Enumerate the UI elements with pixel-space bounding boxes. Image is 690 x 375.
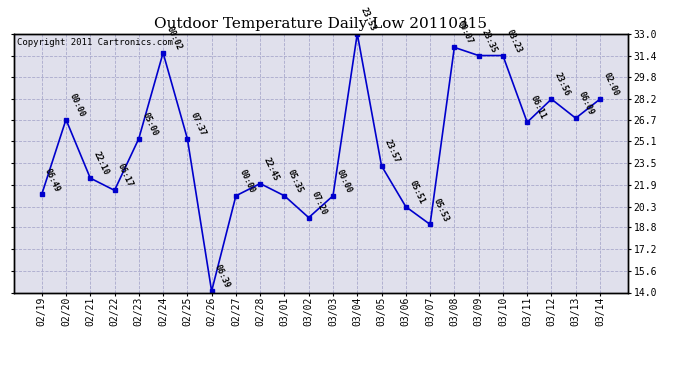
- Text: 00:00: 00:00: [68, 92, 86, 118]
- Text: 05:35: 05:35: [286, 168, 304, 194]
- Text: Copyright 2011 Cartronics.com: Copyright 2011 Cartronics.com: [17, 38, 172, 46]
- Text: 05:00: 05:00: [140, 111, 159, 137]
- Text: 23:35: 23:35: [480, 28, 499, 54]
- Text: 00:02: 00:02: [164, 25, 183, 51]
- Text: 05:51: 05:51: [407, 179, 426, 206]
- Text: 00:00: 00:00: [335, 168, 353, 194]
- Text: 22:45: 22:45: [262, 156, 280, 182]
- Title: Outdoor Temperature Daily Low 20110315: Outdoor Temperature Daily Low 20110315: [155, 17, 487, 31]
- Text: 06:11: 06:11: [529, 94, 547, 121]
- Text: 00:00: 00:00: [237, 168, 256, 194]
- Text: 06:17: 06:17: [116, 162, 135, 189]
- Text: 22:10: 22:10: [92, 150, 110, 177]
- Text: 07:37: 07:37: [189, 111, 208, 137]
- Text: 05:53: 05:53: [431, 196, 450, 223]
- Text: 23:53: 23:53: [359, 6, 377, 32]
- Text: 06:39: 06:39: [213, 263, 232, 290]
- Text: 00:07: 00:07: [455, 20, 475, 46]
- Text: 23:57: 23:57: [383, 138, 402, 165]
- Text: 03:23: 03:23: [504, 28, 523, 54]
- Text: 02:00: 02:00: [602, 71, 620, 98]
- Text: 23:56: 23:56: [553, 71, 571, 98]
- Text: 06:09: 06:09: [577, 90, 596, 117]
- Text: 06:49: 06:49: [43, 166, 62, 193]
- Text: 07:20: 07:20: [310, 190, 329, 216]
